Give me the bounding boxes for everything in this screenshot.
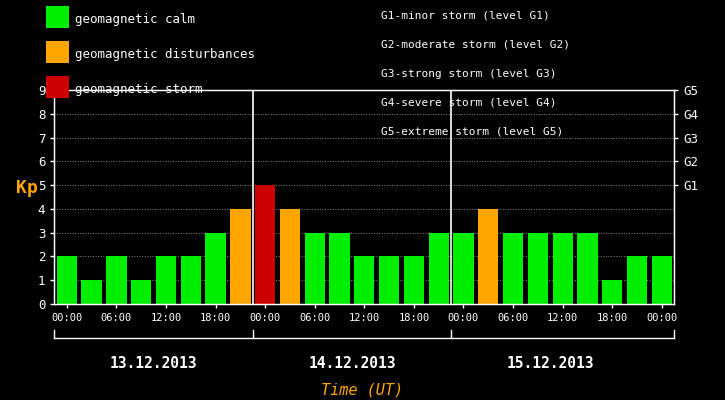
- Text: G1-minor storm (level G1): G1-minor storm (level G1): [381, 11, 550, 21]
- Text: Time (UT): Time (UT): [321, 382, 404, 398]
- Text: 13.12.2013: 13.12.2013: [109, 356, 197, 372]
- Text: G3-strong storm (level G3): G3-strong storm (level G3): [381, 69, 556, 78]
- Y-axis label: Kp: Kp: [16, 179, 38, 197]
- Text: 14.12.2013: 14.12.2013: [308, 356, 396, 372]
- Bar: [304, 233, 325, 304]
- Bar: [57, 256, 77, 304]
- Bar: [329, 233, 349, 304]
- Bar: [428, 233, 449, 304]
- Text: geomagnetic disturbances: geomagnetic disturbances: [75, 48, 254, 61]
- Bar: [354, 256, 375, 304]
- Bar: [379, 256, 399, 304]
- Text: G2-moderate storm (level G2): G2-moderate storm (level G2): [381, 40, 570, 50]
- Bar: [652, 256, 672, 304]
- Bar: [255, 185, 276, 304]
- Bar: [503, 233, 523, 304]
- Bar: [156, 256, 176, 304]
- Text: geomagnetic calm: geomagnetic calm: [75, 13, 195, 26]
- Text: G4-severe storm (level G4): G4-severe storm (level G4): [381, 97, 556, 107]
- Bar: [552, 233, 573, 304]
- Bar: [131, 280, 152, 304]
- Bar: [453, 233, 473, 304]
- Bar: [404, 256, 424, 304]
- Bar: [280, 209, 300, 304]
- Bar: [577, 233, 597, 304]
- Bar: [627, 256, 647, 304]
- Bar: [478, 209, 499, 304]
- Bar: [602, 280, 623, 304]
- Bar: [528, 233, 548, 304]
- Text: G5-extreme storm (level G5): G5-extreme storm (level G5): [381, 126, 563, 136]
- Bar: [181, 256, 201, 304]
- Text: geomagnetic storm: geomagnetic storm: [75, 83, 202, 96]
- Bar: [205, 233, 225, 304]
- Bar: [230, 209, 251, 304]
- Text: 15.12.2013: 15.12.2013: [507, 356, 594, 372]
- Bar: [81, 280, 102, 304]
- Bar: [106, 256, 127, 304]
